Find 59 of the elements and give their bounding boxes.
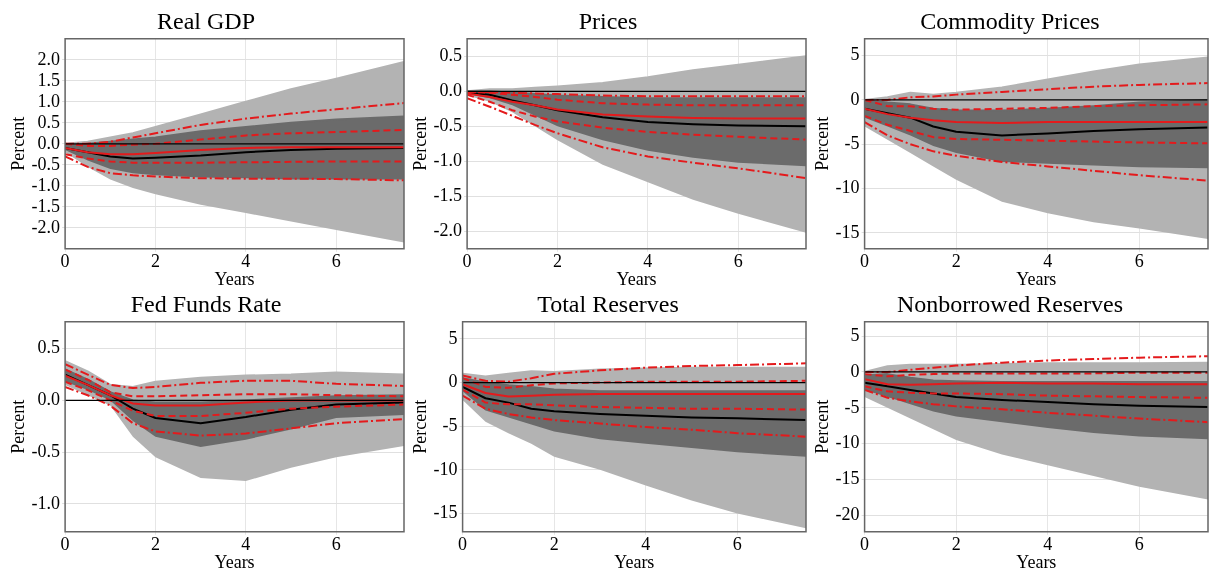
x-tick-label: 6 [732, 534, 742, 555]
y-tick-label: -10 [835, 432, 860, 453]
y-tick-label: -0.5 [31, 440, 61, 461]
y-tick-label: 5 [850, 324, 860, 345]
y-tick-label: -1.0 [31, 492, 61, 513]
y-tick-label: 5 [850, 44, 860, 65]
y-axis-title: Percent [7, 399, 28, 454]
y-tick-label: -2.0 [31, 216, 61, 237]
y-tick-label: -1.0 [31, 174, 61, 195]
y-tick-label: 0.0 [37, 132, 61, 153]
x-tick-label: 6 [1134, 534, 1144, 555]
y-tick-label: -5 [844, 132, 860, 153]
chart-title: Fed Funds Rate [130, 290, 282, 317]
y-tick-label: -1.0 [433, 150, 463, 171]
y-tick-label: 5 [448, 327, 458, 348]
x-tick-label: 2 [951, 534, 961, 555]
x-tick-label: 2 [552, 251, 562, 272]
chart-title: Real GDP [157, 7, 255, 34]
y-tick-label: 0.5 [439, 45, 463, 66]
x-tick-label: 2 [150, 534, 160, 555]
chart-title: Prices [578, 7, 638, 34]
y-tick-label: -10 [433, 458, 458, 479]
y-tick-label: -15 [835, 221, 860, 242]
y-tick-label: 0.0 [37, 389, 61, 410]
y-tick-label: 1.0 [37, 90, 61, 111]
x-tick-label: 2 [951, 251, 961, 272]
y-tick-label: -0.5 [31, 153, 61, 174]
y-axis-title: Percent [7, 116, 28, 171]
y-axis-title: Percent [811, 399, 832, 454]
y-tick-label: -15 [433, 502, 458, 523]
y-tick-label: -20 [835, 504, 860, 525]
x-tick-label: 2 [549, 534, 559, 555]
y-tick-label: 0 [448, 371, 458, 392]
y-tick-label: -1.5 [31, 195, 61, 216]
y-tick-label: -5 [442, 414, 458, 435]
y-tick-label: -2.0 [433, 220, 463, 241]
y-tick-label: 0 [850, 88, 860, 109]
y-tick-label: -5 [844, 396, 860, 417]
x-tick-label: 6 [331, 251, 341, 272]
chart-title: Total Reserves [537, 290, 679, 317]
y-tick-label: 0.5 [37, 337, 61, 358]
y-tick-label: -15 [835, 468, 860, 489]
y-tick-label: 0.5 [37, 111, 61, 132]
y-tick-label: -10 [835, 177, 860, 198]
x-tick-label: 2 [150, 251, 160, 272]
x-tick-label: 6 [733, 251, 743, 272]
y-tick-label: -1.5 [433, 185, 463, 206]
y-axis-title: Percent [409, 116, 430, 171]
y-tick-label: 1.5 [37, 69, 61, 90]
y-tick-label: 0 [850, 360, 860, 381]
chart-title: Nonborrowed Reserves [897, 290, 1123, 317]
y-tick-label: -0.5 [433, 115, 463, 136]
y-tick-label: 2.0 [37, 48, 61, 69]
x-tick-label: 6 [331, 534, 341, 555]
x-tick-label: 6 [1134, 251, 1144, 272]
y-axis-title: Percent [409, 399, 430, 454]
y-tick-label: 0.0 [439, 80, 463, 101]
y-axis-title: Percent [811, 116, 832, 171]
chart-title: Commodity Prices [920, 7, 1100, 34]
